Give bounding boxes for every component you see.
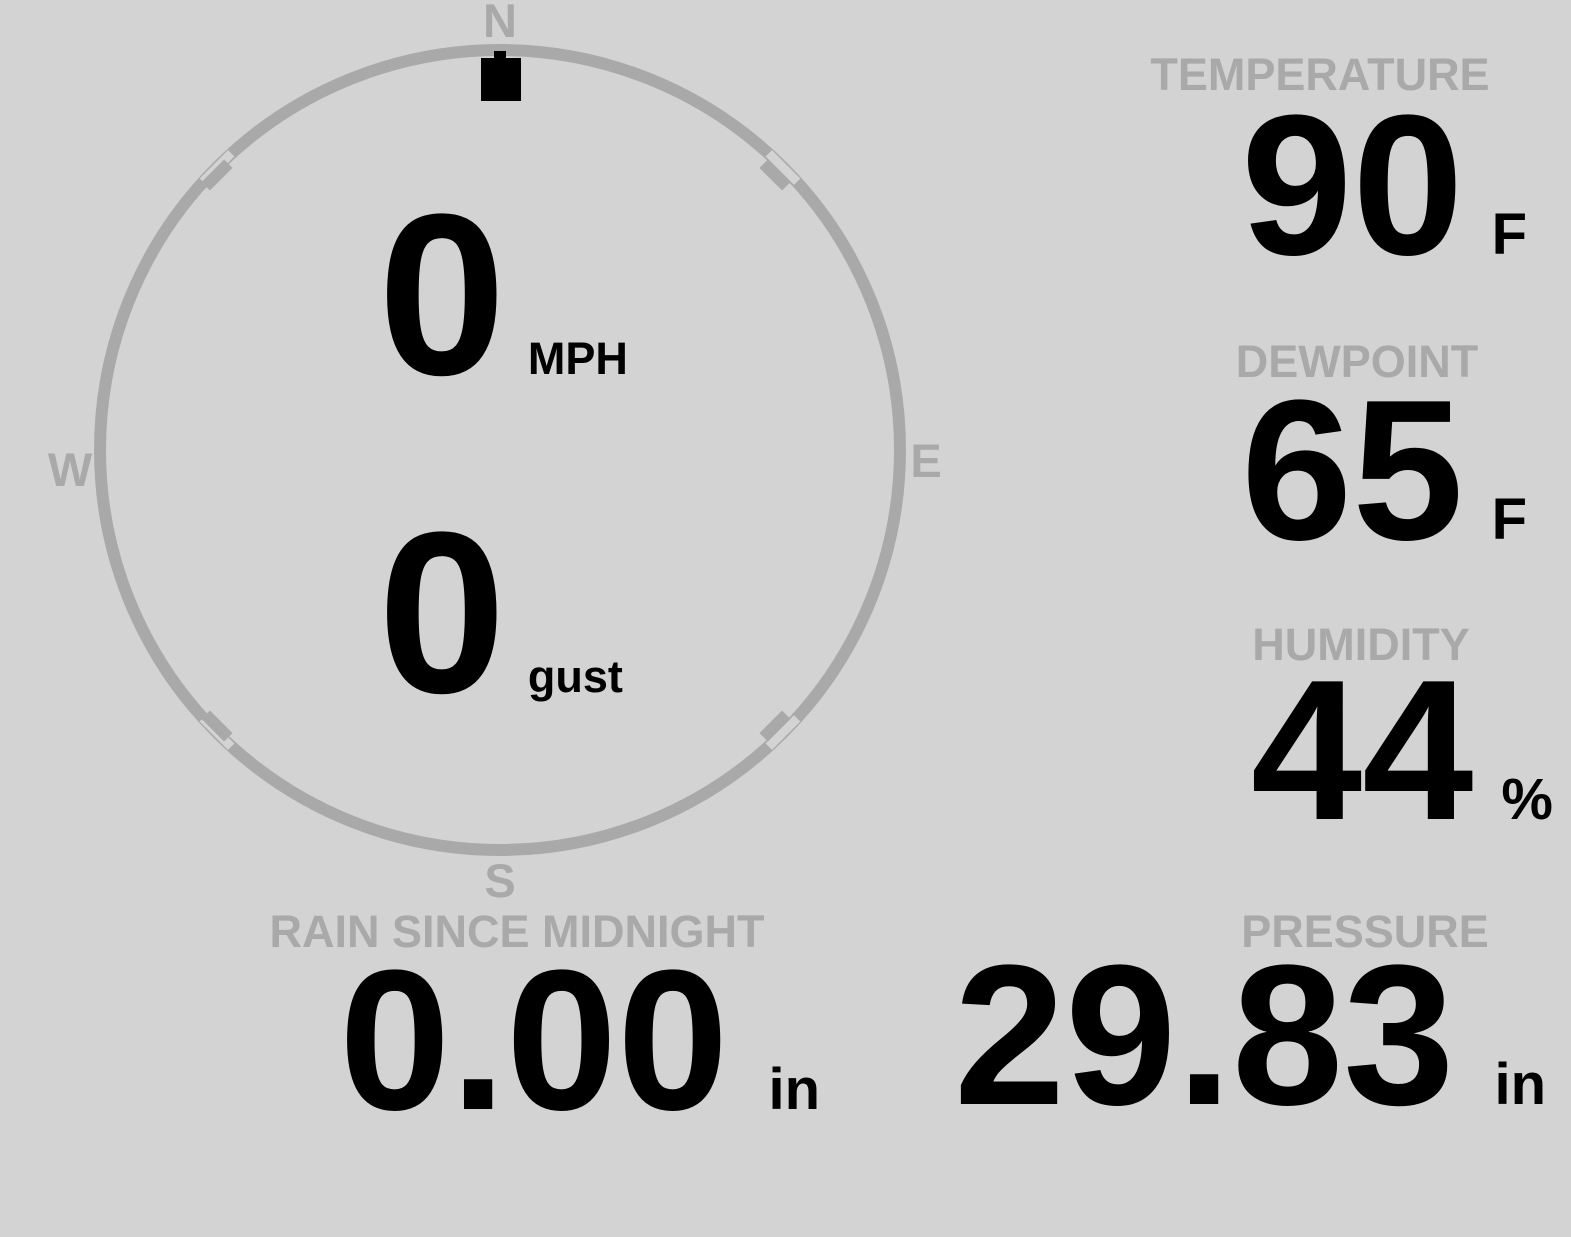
wind-gust-unit: gust <box>527 651 623 702</box>
humidity-value: 44 <box>1250 639 1474 862</box>
compass-label-west: W <box>47 443 93 496</box>
wind-direction-marker-tip <box>494 51 506 61</box>
temperature-value: 90 <box>1241 74 1464 297</box>
compass-label-south: S <box>484 854 516 907</box>
wind-speed-unit: MPH <box>527 333 628 384</box>
temperature-reading: 90 F <box>1241 86 1527 286</box>
wind-compass: N E S W 0 MPH 0 gust <box>0 0 1000 920</box>
pressure-unit: in <box>1494 1052 1546 1117</box>
humidity-reading: 44 % <box>1251 651 1553 851</box>
dewpoint-unit: F <box>1491 487 1527 552</box>
wind-speed: 0 MPH <box>378 180 628 410</box>
dewpoint-reading: 65 F <box>1241 371 1527 571</box>
humidity-unit: % <box>1501 767 1553 832</box>
pressure-label: PRESSURE <box>1241 906 1489 957</box>
compass-label-east: E <box>910 434 942 487</box>
compass-label-north: N <box>483 0 517 47</box>
wind-gust-value: 0 <box>378 484 506 741</box>
dewpoint-label: DEWPOINT <box>1235 336 1479 387</box>
temperature-label: TEMPERATURE <box>1150 49 1490 100</box>
temperature-unit: F <box>1491 202 1527 267</box>
dewpoint-value: 65 <box>1241 359 1464 582</box>
rain-reading: 0.00 in <box>339 941 820 1141</box>
wind-direction-marker-body <box>481 58 521 101</box>
humidity-label: HUMIDITY <box>1252 619 1470 670</box>
rain-unit: in <box>768 1057 820 1122</box>
wind-gust: 0 gust <box>378 498 623 728</box>
wind-speed-value: 0 <box>378 166 506 423</box>
rain-value: 0.00 <box>339 929 729 1152</box>
pressure-reading: 29.83 in <box>954 936 1546 1136</box>
pressure-value: 29.83 <box>953 924 1455 1147</box>
rain-label: RAIN SINCE MIDNIGHT <box>269 906 765 957</box>
